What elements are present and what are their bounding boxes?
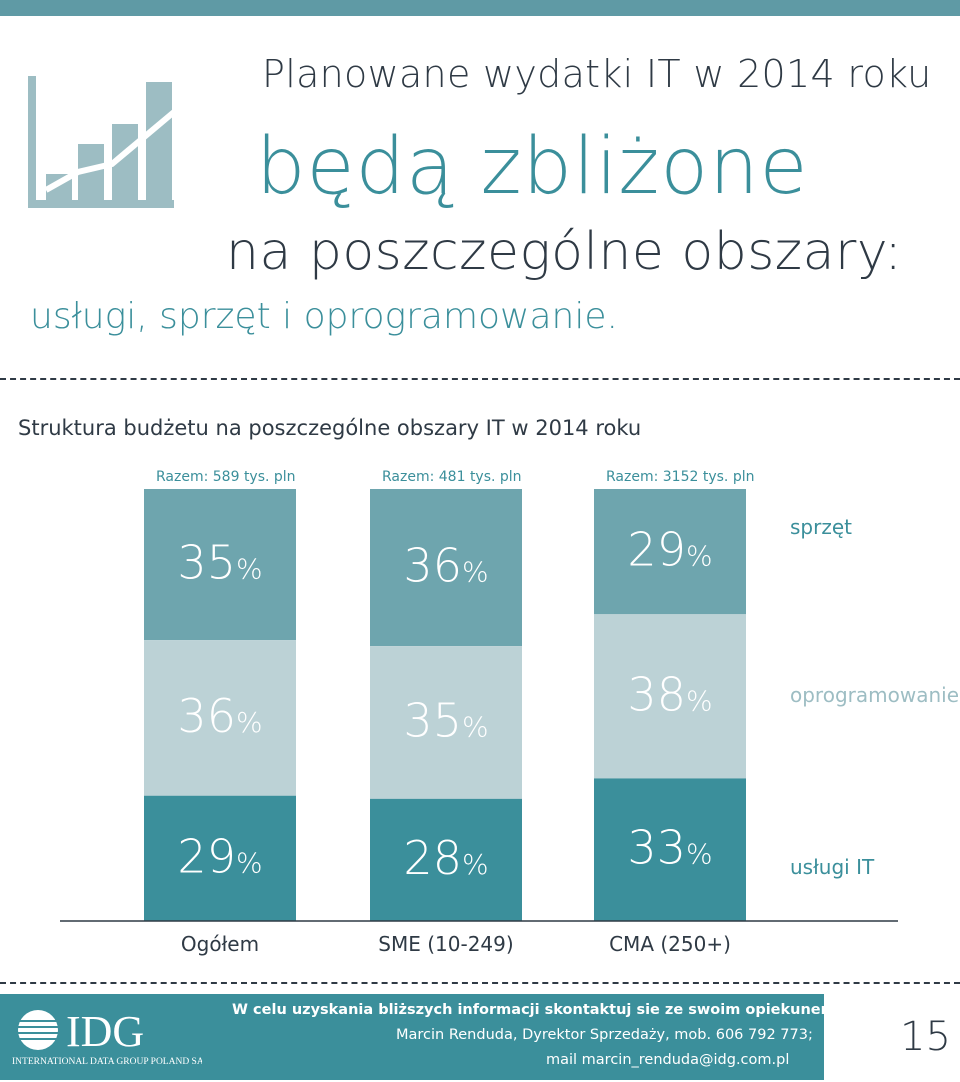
data-label: 36%: [177, 689, 262, 743]
data-label: 35%: [177, 536, 262, 590]
data-label: 28%: [403, 831, 488, 885]
headline-line-4: usługi, sprzęt i oprogramowanie.: [30, 296, 618, 337]
data-label: 36%: [403, 539, 488, 593]
category-label: CMA (250+): [609, 932, 731, 956]
data-label: 29%: [627, 523, 712, 577]
bar-segment: [594, 614, 746, 779]
contact-person: Marcin Renduda, Dyrektor Sprzedaży, mob.…: [396, 1027, 813, 1043]
divider-top: [0, 378, 960, 380]
page-number: 15: [900, 1014, 951, 1060]
bar-segment: [594, 489, 746, 615]
bar-segment: [370, 798, 522, 921]
data-label: 38%: [627, 667, 712, 721]
top-accent-bar: [0, 0, 960, 16]
bar-segment: [144, 795, 296, 921]
bar-segment: [144, 640, 296, 796]
total-label: Razem: 481 tys. pln: [382, 469, 522, 485]
headline-line-3: na poszczególne obszary:: [226, 222, 903, 282]
contact-panel: [0, 994, 824, 1080]
footer: IDG INTERNATIONAL DATA GROUP POLAND SA W…: [0, 994, 960, 1082]
bar-segment: [370, 646, 522, 799]
headline-line-2: będą zbliżone: [256, 122, 809, 212]
logo-text: IDG: [66, 1007, 144, 1056]
legend-label: oprogramowanie: [790, 683, 959, 707]
legend-label: sprzęt: [790, 515, 852, 539]
contact-heading: W celu uzyskania bliższych informacji sk…: [232, 1002, 873, 1018]
headline-line-1: Planowane wydatki IT w 2014 roku: [262, 52, 932, 96]
total-label: Razem: 589 tys. pln: [156, 469, 296, 485]
bar-chart-icon: [28, 76, 176, 208]
data-label: 35%: [403, 693, 488, 747]
logo-subtext: INTERNATIONAL DATA GROUP POLAND SA: [12, 1057, 202, 1066]
bar-segment: [144, 489, 296, 641]
legend-label: usługi IT: [790, 855, 875, 879]
chart-title: Struktura budżetu na poszczególne obszar…: [18, 416, 642, 440]
idg-logo: IDG INTERNATIONAL DATA GROUP POLAND SA: [12, 1007, 202, 1066]
data-label: 33%: [627, 821, 712, 875]
total-label: Razem: 3152 tys. pln: [606, 469, 754, 485]
bar-segment: [594, 778, 746, 921]
divider-bottom: [0, 982, 960, 984]
contact-mail[interactable]: mail marcin_renduda@idg.com.pl: [546, 1052, 790, 1068]
bar-segment: [370, 489, 522, 647]
category-label: Ogółem: [181, 932, 259, 956]
category-label: SME (10-249): [378, 932, 513, 956]
data-label: 29%: [177, 829, 262, 883]
